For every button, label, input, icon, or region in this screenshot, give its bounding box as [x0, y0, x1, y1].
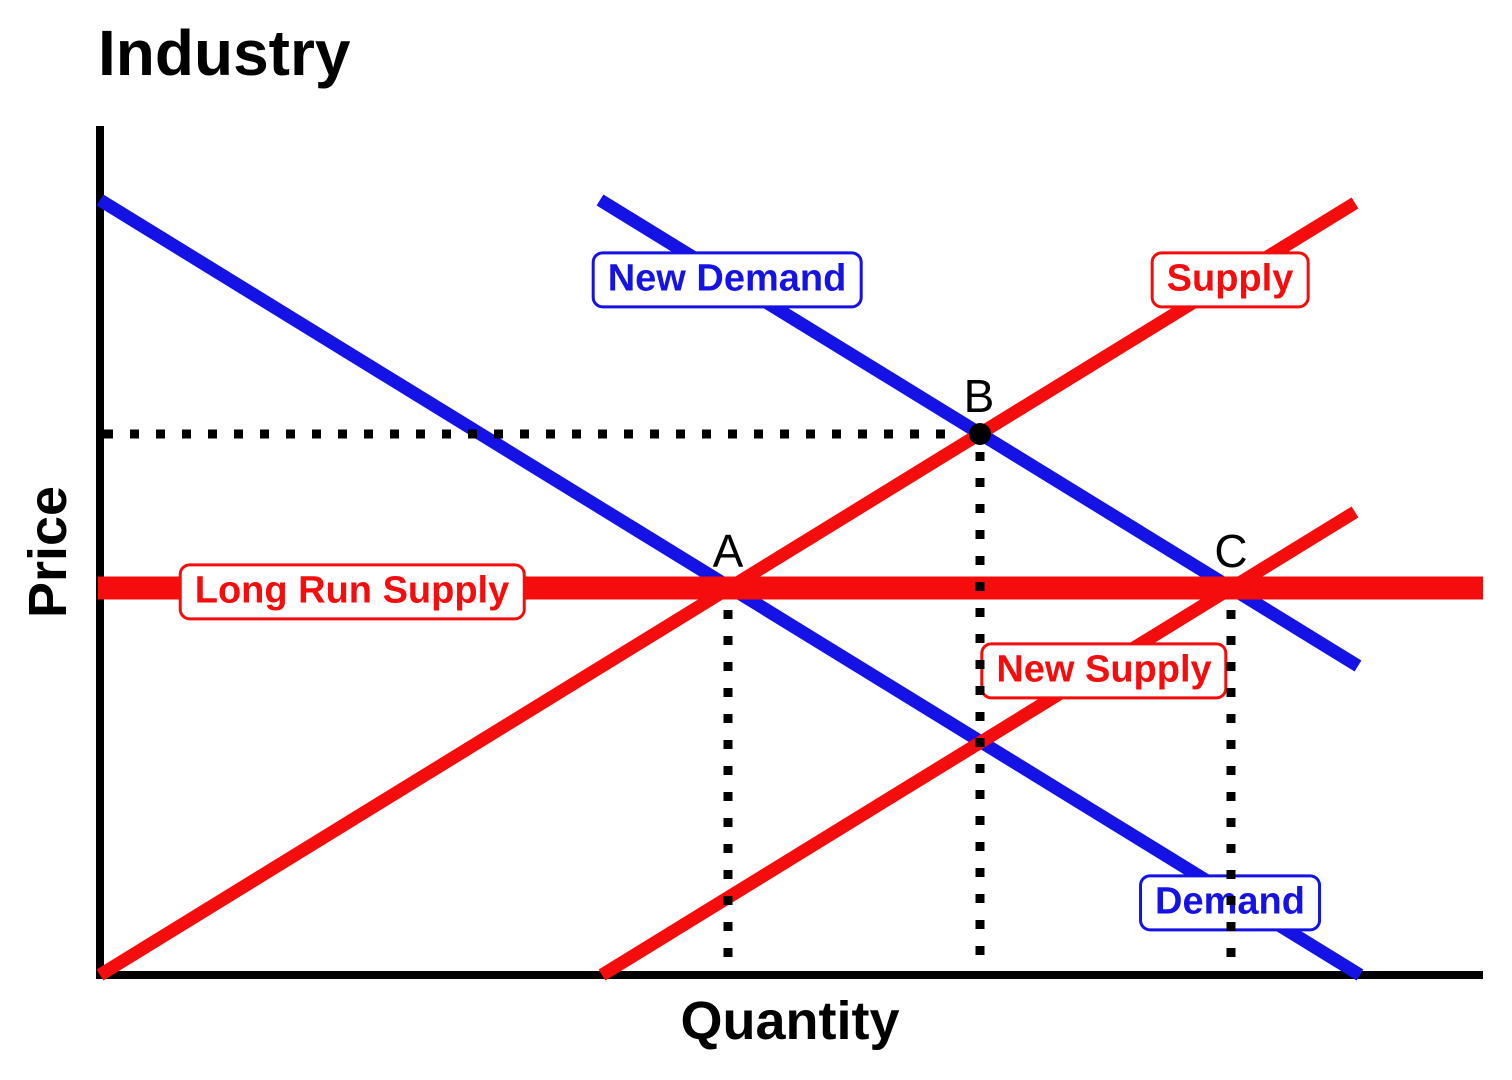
- y-axis-label: Price: [18, 485, 78, 619]
- new-demand-label: New Demand: [591, 251, 863, 309]
- new-supply-label: New Supply: [980, 642, 1228, 700]
- long-run-supply-label: Long Run Supply: [178, 563, 526, 621]
- chart-title: Industry: [98, 17, 351, 89]
- point-c-letter: C: [1214, 525, 1248, 577]
- supply-label: Supply: [1150, 251, 1310, 309]
- x-axis-label: Quantity: [680, 991, 900, 1051]
- point-b-letter: B: [963, 370, 995, 422]
- demand-label: Demand: [1139, 874, 1321, 932]
- point-a-letter: A: [712, 525, 744, 577]
